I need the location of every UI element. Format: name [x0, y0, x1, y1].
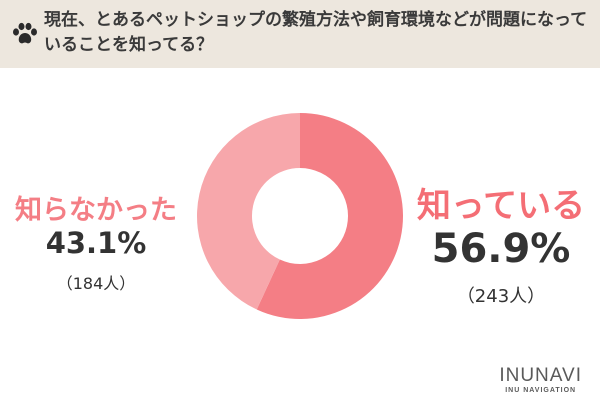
- slice-unknown: [196, 113, 300, 310]
- brand-name: INUNAVI: [499, 365, 582, 386]
- slice-count-unknown: （184人）: [56, 274, 136, 293]
- slice-known: [256, 113, 403, 319]
- donut-chart: [196, 113, 403, 319]
- slice-label-unknown: 知らなかった: [15, 195, 177, 226]
- slice-percent-known: 56.9%: [431, 226, 571, 272]
- slice-count-known: （243人）: [456, 286, 546, 307]
- question-header: 現在、とあるペットショップの繁殖方法や飼育環境などが問題になっていることを知って…: [0, 0, 600, 68]
- question-title: 現在、とあるペットショップの繁殖方法や飼育環境などが問題になっていることを知って…: [44, 10, 588, 55]
- slice-label-known: 知っている: [416, 186, 586, 226]
- paw-icon: [13, 22, 37, 44]
- brand-logo: INUNAVI INU NAVIGATION: [499, 366, 582, 395]
- brand-subtitle: INU NAVIGATION: [505, 387, 577, 394]
- slice-percent-unknown: 43.1%: [45, 226, 147, 260]
